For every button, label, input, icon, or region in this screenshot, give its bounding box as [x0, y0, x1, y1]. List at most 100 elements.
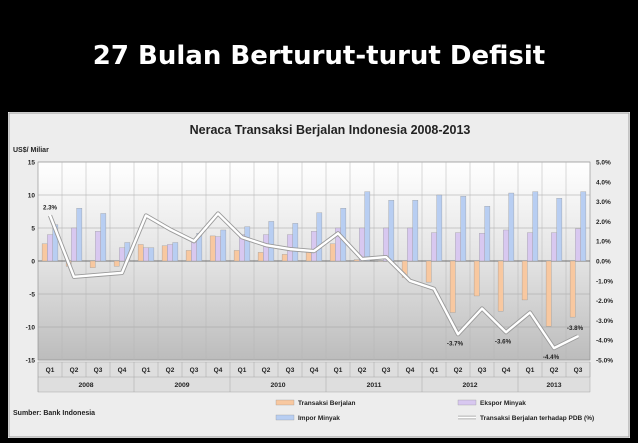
pdb-point: [217, 212, 219, 215]
pdb-point: [577, 335, 579, 338]
bar-transaksi-berjalan: [377, 260, 384, 262]
year-label: 2011: [367, 382, 382, 389]
pdb-point: [529, 311, 531, 314]
bar-ekspor-minyak: [119, 247, 125, 262]
pdb-point: [241, 236, 243, 239]
bar-ekspor-minyak: [143, 247, 149, 262]
bar-ekspor-minyak: [263, 234, 269, 262]
x-tick-label: Q3: [286, 367, 295, 374]
pdb-point: [409, 279, 411, 282]
year-label: 2008: [78, 382, 93, 389]
pdb-data-label: -3.6%: [495, 338, 512, 345]
bar-ekspor-minyak: [551, 232, 557, 262]
pdb-point: [121, 271, 123, 274]
bar-ekspor-minyak: [47, 234, 53, 262]
legend-swatch: [457, 399, 477, 406]
bar-impor-minyak: [412, 200, 419, 262]
bar-transaksi-berjalan: [185, 250, 192, 262]
bar-ekspor-minyak: [71, 227, 77, 262]
x-tick-label: Q1: [430, 367, 439, 374]
chart: Neraca Transaksi Berjalan Indonesia 2008…: [8, 112, 630, 438]
x-tick-label: Q3: [478, 367, 487, 374]
pdb-point: [73, 275, 75, 278]
pdb-point: [457, 333, 459, 336]
bar-impor-minyak: [532, 191, 539, 262]
bar-transaksi-berjalan: [545, 260, 552, 327]
pdb-point: [289, 248, 291, 251]
y-right-tick: 5.0%: [596, 160, 611, 167]
x-tick-label: Q2: [454, 367, 463, 374]
bar-transaksi-berjalan: [449, 260, 456, 313]
bar-impor-minyak: [460, 196, 467, 262]
bar-impor-minyak: [316, 212, 323, 262]
pdb-data-label: -3.8%: [567, 325, 584, 332]
pdb-data-label: -4.4%: [543, 354, 560, 361]
bar-transaksi-berjalan: [89, 260, 96, 268]
x-tick-label: Q3: [94, 367, 103, 374]
legend-label: Transaksi Berjalan: [298, 400, 355, 407]
bar-impor-minyak: [220, 229, 227, 262]
bar-impor-minyak: [364, 191, 371, 262]
x-tick-label: Q1: [334, 367, 343, 374]
bar-impor-minyak: [292, 223, 299, 262]
x-tick-label: Q2: [550, 367, 559, 374]
source-note: Sumber: Bank Indonesia: [13, 410, 95, 417]
bar-transaksi-berjalan: [137, 244, 144, 262]
bar-impor-minyak: [148, 247, 155, 262]
pdb-data-label: -3.7%: [447, 340, 464, 347]
pdb-point: [505, 331, 507, 334]
bar-ekspor-minyak: [503, 229, 509, 262]
y-left-tick: 15: [28, 160, 36, 167]
legend-label: Ekspor Minyak: [480, 400, 526, 407]
bar-impor-minyak: [556, 198, 563, 262]
year-label: 2013: [546, 382, 561, 389]
bar-transaksi-berjalan: [305, 251, 312, 262]
y-left-tick: -5: [29, 292, 35, 299]
slide-title: 27 Bulan Berturut-turut Defisit: [92, 41, 546, 71]
bar-impor-minyak: [580, 191, 587, 262]
x-tick-label: Q4: [502, 367, 511, 374]
bar-ekspor-minyak: [191, 241, 197, 262]
y-left-tick: 0: [31, 259, 35, 266]
bar-impor-minyak: [100, 213, 107, 262]
x-tick-label: Q4: [310, 367, 319, 374]
y-right-tick: 0.0%: [596, 259, 611, 266]
y-right-tick: 3.0%: [596, 199, 611, 206]
y-right-tick: -4.0%: [596, 338, 613, 345]
x-tick-label: Q2: [358, 367, 367, 374]
pdb-point: [169, 228, 171, 231]
pdb-data-label: 2.3%: [43, 204, 58, 211]
year-label: 2012: [462, 382, 477, 389]
bar-transaksi-berjalan: [569, 260, 576, 318]
y-right-tick: -1.0%: [596, 278, 613, 285]
x-tick-label: Q3: [574, 367, 583, 374]
x-tick-label: Q2: [70, 367, 79, 374]
bar-transaksi-berjalan: [113, 260, 120, 267]
chart-title: Neraca Transaksi Berjalan Indonesia 2008…: [190, 123, 471, 137]
bar-impor-minyak: [388, 200, 395, 262]
bar-impor-minyak: [76, 208, 83, 262]
bar-impor-minyak: [172, 242, 179, 262]
pdb-point: [313, 250, 315, 253]
bar-transaksi-berjalan: [161, 245, 168, 262]
legend-swatch: [275, 399, 295, 406]
bar-ekspor-minyak: [311, 231, 317, 262]
x-tick-label: Q3: [190, 367, 199, 374]
y-right-tick: -3.0%: [596, 318, 613, 325]
bar-transaksi-berjalan: [497, 260, 504, 312]
y-left-tick: -15: [26, 358, 36, 365]
x-tick-label: Q2: [262, 367, 271, 374]
year-label: 2010: [270, 382, 285, 389]
y-left-tick: 10: [28, 193, 36, 200]
x-tick-label: Q4: [214, 367, 223, 374]
x-tick-label: Q1: [46, 367, 55, 374]
bar-transaksi-berjalan: [329, 243, 336, 262]
pdb-point: [385, 256, 387, 258]
pdb-point: [49, 214, 51, 217]
bar-impor-minyak: [244, 226, 251, 262]
x-tick-label: Q4: [118, 367, 127, 374]
y-right-tick: -2.0%: [596, 298, 613, 305]
x-tick-label: Q1: [526, 367, 535, 374]
pdb-point: [433, 287, 435, 290]
y-right-tick: -5.0%: [596, 358, 613, 365]
